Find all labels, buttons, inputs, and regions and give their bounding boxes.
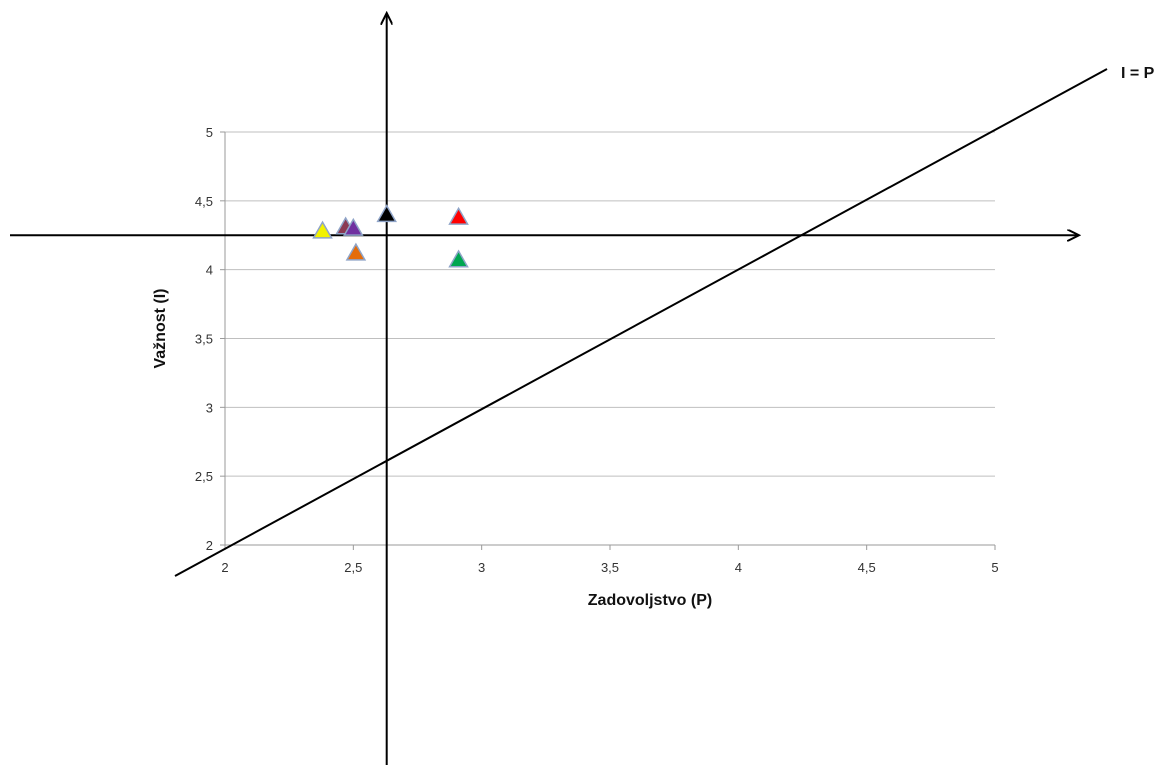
x-tick-label-1: 2,5 xyxy=(344,560,362,575)
reference-lines xyxy=(10,14,1108,765)
data-point-0 xyxy=(312,220,333,239)
data-point-3 xyxy=(345,242,367,261)
data-points xyxy=(312,204,469,268)
data-point-2 xyxy=(343,217,364,236)
diagonal-reference-line xyxy=(174,68,1108,577)
x-tick-label-4: 4 xyxy=(735,560,742,575)
y-tick-label-4: 4 xyxy=(206,263,213,278)
x-tick-label-3: 3,5 xyxy=(601,560,619,575)
gridlines xyxy=(225,131,995,477)
plot-axes xyxy=(220,131,996,550)
x-tick-label-6: 5 xyxy=(991,560,998,575)
y-tick-label-0: 2 xyxy=(206,538,213,553)
diagonal-line-label: I = P xyxy=(1121,65,1155,82)
tick-labels: 2 2,5 3 3,5 4 4,5 5 2 2,5 3 3,5 4 4,5 5 xyxy=(195,125,999,575)
x-axis-title: Zadovoljstvo (P) xyxy=(588,592,712,609)
data-point-6 xyxy=(448,249,469,268)
x-tick-label-2: 3 xyxy=(478,560,485,575)
x-tick-label-5: 4,5 xyxy=(858,560,876,575)
data-point-5 xyxy=(448,206,469,225)
y-tick-label-3: 3,5 xyxy=(195,332,213,347)
y-axis-title: Važnost (I) xyxy=(152,288,169,368)
x-tick-label-0: 2 xyxy=(221,560,228,575)
y-tick-label-5: 4,5 xyxy=(195,194,213,209)
y-tick-label-2: 3 xyxy=(206,400,213,415)
data-point-4 xyxy=(376,204,397,223)
y-tick-label-1: 2,5 xyxy=(195,469,213,484)
y-tick-label-6: 5 xyxy=(206,125,213,140)
